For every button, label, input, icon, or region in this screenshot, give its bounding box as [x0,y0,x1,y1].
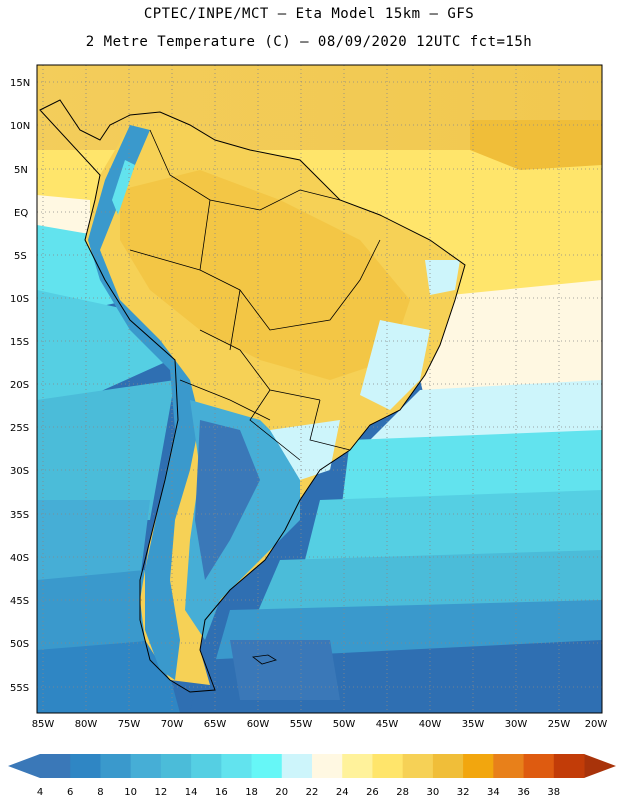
lon-label: 85W [32,719,55,730]
colorbar-label: 28 [396,787,409,798]
colorbar-swatch [100,754,132,778]
colorbar-swatch [40,754,71,778]
lon-label: 50W [333,719,356,730]
colorbar-swatch [70,754,101,778]
colorbar-label: 10 [124,787,137,798]
lon-label: 35W [462,719,485,730]
lat-label: 45S [10,596,29,607]
lat-label: 35S [10,510,29,521]
map-field [37,65,602,713]
lat-label: 50S [10,639,29,650]
colorbar-label: 4 [37,787,43,798]
falkland-islands [252,654,277,665]
colorbar-swatch [493,754,525,778]
colorbar-swatch [251,754,283,778]
colorbar: 4 6 8 10 12 14 16 18 20 22 24 26 28 30 32 34 36 38 [8,754,616,798]
map-title: CPTEC/INPE/MCT – Eta Model 15km – GFS [143,6,475,22]
colorbar-label: 12 [155,787,168,798]
colorbar-label: 20 [275,787,288,798]
colorbar-swatch [191,754,222,778]
lat-label: 30S [10,466,29,477]
colorbar-label: 36 [517,787,530,798]
country-borders [129,129,381,461]
colorbar-label: 26 [366,787,379,798]
lat-label: EQ [14,208,28,219]
lon-label: 65W [204,719,227,730]
colorbar-swatch [463,754,494,778]
lon-label: 55W [290,719,313,730]
longitude-labels: 85W 80W 75W 70W 65W 60W 55W 50W 45W 40W … [32,719,608,730]
lon-label: 75W [118,719,141,730]
colorbar-label: 34 [487,787,500,798]
colorbar-swatch [312,754,343,778]
map-subtitle: 2 Metre Temperature (C) – 08/09/2020 12U… [85,34,533,50]
graticule [37,65,602,713]
colorbar-high-arrow [584,754,616,778]
colorbar-label: 16 [215,787,228,798]
lat-label: 15S [10,337,29,348]
colorbar-label: 6 [67,787,73,798]
lat-label: 10S [10,294,29,305]
coastline [39,99,466,693]
lon-label: 80W [75,719,98,730]
colorbar-low-arrow [8,754,40,778]
colorbar-label: 22 [306,787,319,798]
lon-label: 40W [419,719,442,730]
lon-label: 70W [161,719,184,730]
map-frame [36,64,603,714]
colorbar-swatch [221,754,253,778]
colorbar-swatch [160,754,192,778]
colorbar-swatch [523,754,555,778]
colorbar-label: 8 [97,787,103,798]
colorbar-swatch [281,754,313,778]
lat-label: 5N [14,165,28,176]
colorbar-swatch [372,754,404,778]
lat-label: 15N [10,78,30,89]
lat-label: 25S [10,423,29,434]
colorbar-swatch [402,754,434,778]
latitude-labels: 15N 10N 5N EQ 5S 10S 15S 20S 25S 30S 35S… [10,78,30,694]
colorbar-label: 38 [547,787,560,798]
lon-label: 25W [548,719,571,730]
lon-label: 30W [505,719,528,730]
lat-label: 20S [10,380,29,391]
colorbar-swatch [342,754,373,778]
lon-label: 60W [247,719,270,730]
colorbar-label: 14 [185,787,198,798]
colorbar-swatch [432,754,464,778]
lat-label: 5S [14,251,27,262]
lat-label: 10N [10,121,30,132]
colorbar-label: 24 [336,787,349,798]
lon-label: 45W [376,719,399,730]
colorbar-label: 18 [245,787,258,798]
colorbar-swatch [553,754,585,778]
lat-label: 55S [10,683,29,694]
colorbar-label: 30 [427,787,440,798]
colorbar-swatch [130,754,162,778]
lon-label: 20W [585,719,608,730]
colorbar-label: 32 [457,787,470,798]
lat-label: 40S [10,553,29,564]
